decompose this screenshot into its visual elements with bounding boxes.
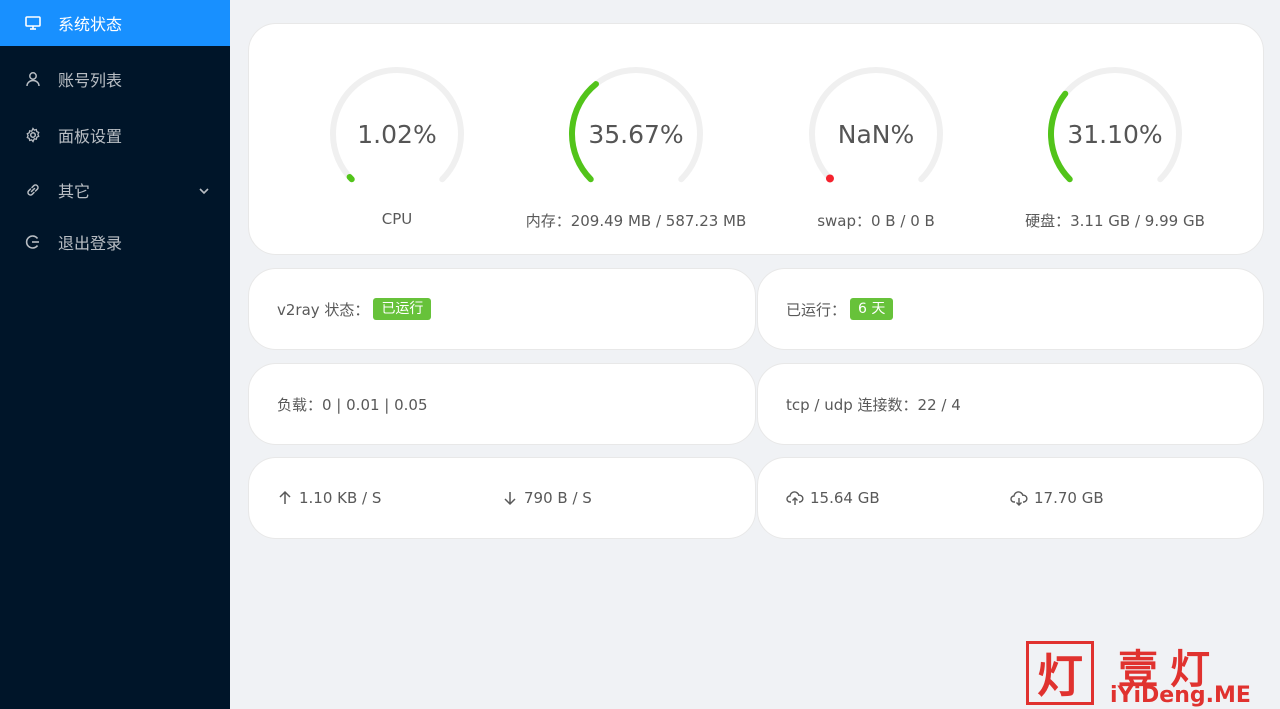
gauge-progress — [346, 174, 355, 183]
watermark-title: 壹灯 — [1118, 646, 1222, 693]
system-gauges-card: 1.02% CPU 35.67% 内存：209.49 MB / 587.23 M… — [248, 23, 1264, 255]
sidebar-item-other[interactable]: 其它 — [0, 167, 230, 213]
gauge-track — [330, 67, 464, 183]
watermark-logo: 灯 壹灯 iYiDeng.ME — [1026, 641, 1251, 709]
logout-icon — [24, 233, 42, 251]
sidebar-item-label: 面板设置 — [58, 127, 123, 146]
network-total-card: 15.64 GB 17.70 GB — [757, 457, 1264, 539]
sidebar-item-accounts[interactable]: 账号列表 — [0, 56, 230, 102]
download-total-value: 17.70 GB — [1034, 489, 1104, 507]
gauge-label: 硬盘：3.11 GB / 9.99 GB — [1025, 212, 1205, 230]
uptime-badge: 6 天 — [850, 298, 894, 320]
upload-total: 15.64 GB — [786, 458, 880, 538]
sidebar-item-label: 退出登录 — [58, 234, 123, 253]
load-card: 负载：0 | 0.01 | 0.05 — [248, 363, 756, 445]
gear-icon — [24, 126, 42, 144]
connections-card: tcp / udp 连接数：22 / 4 — [757, 363, 1264, 445]
gauge-track — [809, 67, 943, 183]
cloud-download-icon — [1010, 491, 1028, 506]
cpu-gauge: 1.02% CPU — [277, 62, 517, 228]
load-text: 负载：0 | 0.01 | 0.05 — [277, 395, 428, 414]
swap-gauge-ring — [809, 67, 943, 183]
chevron-down-icon — [198, 182, 210, 201]
sidebar-item-system-status[interactable]: 系统状态 — [0, 0, 230, 46]
user-icon — [24, 70, 42, 88]
gauge-value: NaN% — [837, 120, 915, 149]
memory-gauge-ring — [569, 67, 703, 183]
gauge-progress — [1048, 90, 1073, 183]
disk-gauge: 31.10% 硬盘：3.11 GB / 9.99 GB — [995, 62, 1235, 231]
arrow-down-icon — [504, 492, 516, 506]
uptime-card: 已运行： 6 天 — [757, 268, 1264, 350]
gauge-label: swap：0 B / 0 B — [817, 212, 935, 230]
gauge-value: 35.67% — [588, 120, 684, 149]
download-speed-value: 790 B / S — [524, 489, 592, 507]
sidebar-item-label: 账号列表 — [58, 71, 123, 90]
upload-speed-value: 1.10 KB / S — [299, 489, 382, 507]
download-total: 17.70 GB — [1010, 458, 1104, 538]
disk-gauge-ring — [1048, 67, 1182, 183]
gauge-value: 31.10% — [1067, 120, 1163, 149]
arrow-up-icon — [279, 490, 291, 504]
v2ray-status-label: v2ray 状态： — [277, 300, 370, 319]
sidebar-item-label: 系统状态 — [58, 15, 123, 34]
memory-gauge: 35.67% 内存：209.49 MB / 587.23 MB — [516, 62, 756, 231]
network-speed-card: 1.10 KB / S 790 B / S — [248, 457, 756, 539]
upload-speed: 1.10 KB / S — [277, 458, 381, 538]
connections-text: tcp / udp 连接数：22 / 4 — [786, 395, 961, 414]
uptime-label: 已运行： — [786, 300, 847, 319]
link-icon — [24, 181, 42, 199]
download-speed: 790 B / S — [502, 458, 592, 538]
gauge-label: 内存：209.49 MB / 587.23 MB — [525, 212, 747, 230]
sidebar: 系统状态 账号列表 面板设置 其它 退出登录 — [0, 0, 230, 709]
gauge-progress — [569, 81, 599, 183]
status-badge: 已运行 — [373, 298, 432, 320]
watermark-box: 灯 — [1026, 641, 1094, 705]
gauge-value: 1.02% — [357, 120, 437, 149]
sidebar-item-panel-settings[interactable]: 面板设置 — [0, 112, 230, 158]
gauge-label: CPU — [381, 210, 413, 228]
upload-total-value: 15.64 GB — [810, 489, 880, 507]
cpu-gauge-ring — [330, 67, 464, 183]
v2ray-status-card: v2ray 状态： 已运行 — [248, 268, 756, 350]
gauge-progress — [825, 174, 834, 183]
sidebar-item-label: 其它 — [58, 182, 91, 201]
swap-gauge: NaN% swap：0 B / 0 B — [756, 62, 996, 231]
cloud-upload-icon — [786, 491, 804, 505]
sidebar-item-logout[interactable]: 退出登录 — [0, 219, 230, 265]
watermark-url: iYiDeng.ME — [1110, 683, 1251, 708]
desktop-icon — [24, 14, 42, 32]
